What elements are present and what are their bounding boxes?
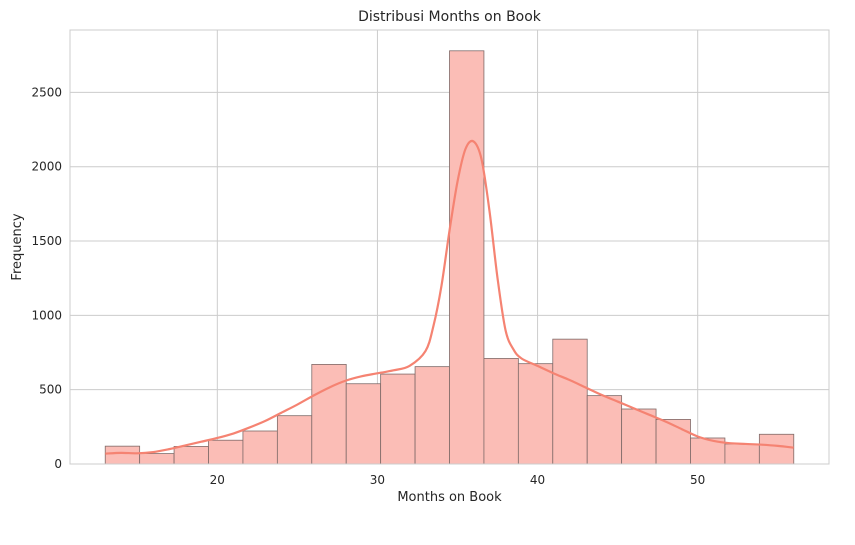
histogram-bar [242, 430, 278, 465]
y-tick-label: 2500 [31, 85, 62, 99]
histogram-bar [380, 373, 416, 465]
histogram-bar [173, 446, 209, 465]
histogram-bar [449, 50, 485, 465]
x-tick-label: 40 [530, 473, 545, 487]
x-axis-title: Months on Book [397, 490, 502, 505]
y-axis-title: Frequency [10, 213, 25, 280]
x-tick-labels: 20 30 40 50 [210, 473, 706, 487]
x-tick-label: 30 [370, 473, 385, 487]
histogram-bar [276, 415, 313, 465]
histogram-bar [483, 358, 519, 465]
histogram-bar [139, 453, 175, 465]
chart-title: Distribusi Months on Book [358, 9, 542, 25]
histogram-bar [621, 408, 657, 465]
histogram-bar [724, 443, 760, 465]
y-tick-label: 0 [54, 457, 62, 471]
histogram-bars [104, 50, 795, 465]
histogram-bar [208, 439, 244, 465]
histogram-bar [517, 363, 554, 465]
y-tick-label: 2000 [31, 160, 62, 174]
kde-curve [105, 139, 794, 455]
y-tick-labels: 0 500 1000 1500 2000 2500 [31, 85, 62, 471]
histogram-bar [414, 366, 450, 465]
histogram-bar [758, 433, 795, 465]
plot-frame [69, 29, 830, 465]
y-tick-label: 1000 [31, 308, 62, 322]
histogram-bar [345, 383, 382, 465]
x-tick-label: 20 [210, 473, 225, 487]
x-tick-label: 50 [690, 473, 705, 487]
histogram-bar [552, 338, 588, 465]
y-tick-label: 1500 [31, 234, 62, 248]
y-tick-label: 500 [39, 383, 62, 397]
histogram-bar [104, 445, 141, 465]
histogram-bar [311, 364, 347, 465]
histogram-bar [586, 395, 623, 465]
